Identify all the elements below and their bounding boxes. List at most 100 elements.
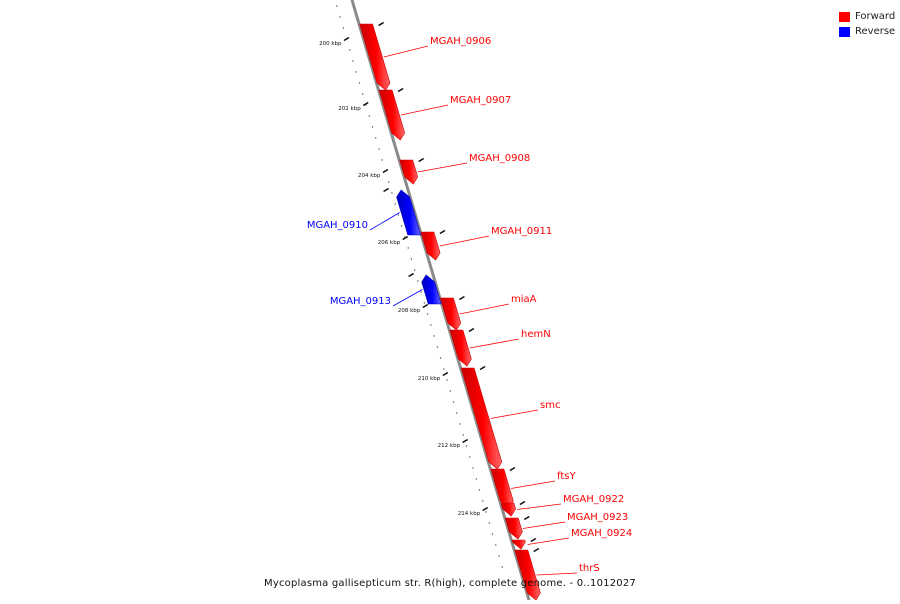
scale-dot [352,60,354,62]
gene-hemn-feature[interactable] [449,329,472,367]
backbone-line [350,0,531,601]
scale-dot [397,214,400,216]
gene-label-hemn[interactable]: hemN [521,329,551,340]
scale-dot [443,368,445,370]
scale-dot [375,137,377,139]
legend: Forward Reverse [839,9,895,39]
scale-tick [422,303,429,309]
scale-tick-label: 202 kbp [338,106,361,112]
gene-leader-line [417,162,468,173]
scale-dot [488,522,490,524]
gene-mgah_0924-feature[interactable] [511,539,526,550]
scale-dot [498,555,500,557]
scale-dot [401,225,403,227]
scale-dot [449,390,451,392]
scale-dot [478,489,481,491]
scale-dot [407,247,409,249]
scale-tick [382,168,389,174]
gene-label-miaa[interactable]: miaA [511,294,537,305]
scale-dot [482,500,484,502]
scale-tick-label: 206 kbp [378,240,401,246]
scale-tick [343,36,350,42]
gene-label-ftsy[interactable]: ftsY [557,471,576,482]
scale-dot [459,423,461,425]
gene-thrs-feature[interactable] [514,549,541,601]
scale-dot [417,280,419,282]
gene-mgah_0908-feature[interactable] [399,159,419,185]
scale-dot [485,511,487,513]
scale-dot [452,401,455,403]
gene-label-mgah_0913[interactable]: MGAH_0913 [330,296,391,307]
scale-dot [430,324,432,326]
gene-mgah_0922-feature[interactable] [500,502,517,517]
legend-label-forward: Forward [855,11,896,22]
scale-dot [381,159,383,161]
gene-start-tick [519,500,526,506]
gene-start-tick [530,537,537,543]
gene-leader-line [459,303,510,315]
scale-dot [394,203,396,205]
scale-dot [436,346,439,348]
scale-dot [439,357,442,359]
scale-dot [413,269,416,271]
scale-tick [462,438,469,444]
gene-label-mgah_0923[interactable]: MGAH_0923 [567,512,628,523]
gene-leader-line [517,503,562,510]
gene-leader-line [383,45,429,58]
gene-mgah_0913-feature[interactable] [421,274,442,305]
scale-tick [402,235,409,241]
gene-features [359,21,541,601]
scale-dot [495,544,497,546]
scale-dot [368,115,370,117]
gene-label-mgah_0924[interactable]: MGAH_0924 [571,528,632,539]
scale-dot [491,533,494,535]
legend-reverse: Reverse [839,24,895,39]
scale-dot [469,456,471,458]
gene-label-thrs[interactable]: thrS [579,563,600,574]
gene-start-tick [509,466,516,472]
scale-dot [475,478,477,480]
gene-leader-line [400,104,449,116]
legend-swatch-forward [839,11,850,22]
gene-label-mgah_0906[interactable]: MGAH_0906 [430,36,491,47]
gene-mgah_0907-feature[interactable] [378,89,406,141]
scale-dot [462,434,464,436]
gene-start-tick [439,229,446,235]
gene-label-mgah_0907[interactable]: MGAH_0907 [450,95,511,106]
scale-dot [339,16,341,18]
gene-start-tick [468,327,475,333]
gene-labels: MGAH_0906 MGAH_0907 MGAH_0908 MGAH_0910 MGAH… [307,36,632,576]
gene-label-smc[interactable]: smc [540,400,560,411]
gene-mgah_0906-feature[interactable] [359,23,391,91]
gene-start-tick [408,272,415,278]
scale-dot [456,412,458,414]
gene-label-mgah_0911[interactable]: MGAH_0911 [491,226,552,237]
scale-dot [349,49,351,51]
gene-mgah_0911-feature[interactable] [420,231,441,261]
gene-leader-line [527,537,570,545]
scale-dot [472,467,474,469]
gene-label-mgah_0910[interactable]: MGAH_0910 [307,220,368,231]
gene-ftsy-feature[interactable] [490,468,514,509]
gene-leader-line [511,480,556,489]
scale-dot [336,5,338,7]
gene-start-tick [378,21,385,27]
legend-swatch-reverse [839,26,850,37]
scale-ticks: 200 kbp 202 kbp 204 kbp 206 kbp 208 kbp 210 k… [319,36,489,517]
legend-forward: Forward [839,9,895,24]
gene-start-tick [523,515,530,521]
gene-smc-feature[interactable] [460,367,503,470]
scale-tick-label: 204 kbp [358,173,381,179]
scale-tick [442,371,449,377]
scale-dots [336,5,503,568]
scale-tick-label: 212 kbp [438,443,461,449]
scale-tick-label: 200 kbp [319,41,342,47]
gene-label-mgah_0922[interactable]: MGAH_0922 [563,494,624,505]
gene-mgah_0910-feature[interactable] [396,189,422,236]
gene-label-mgah_0908[interactable]: MGAH_0908 [469,153,530,164]
gene-miaa-feature[interactable] [439,297,462,331]
gene-mgah_0923-feature[interactable] [504,517,523,540]
gene-leader-line [439,235,490,247]
